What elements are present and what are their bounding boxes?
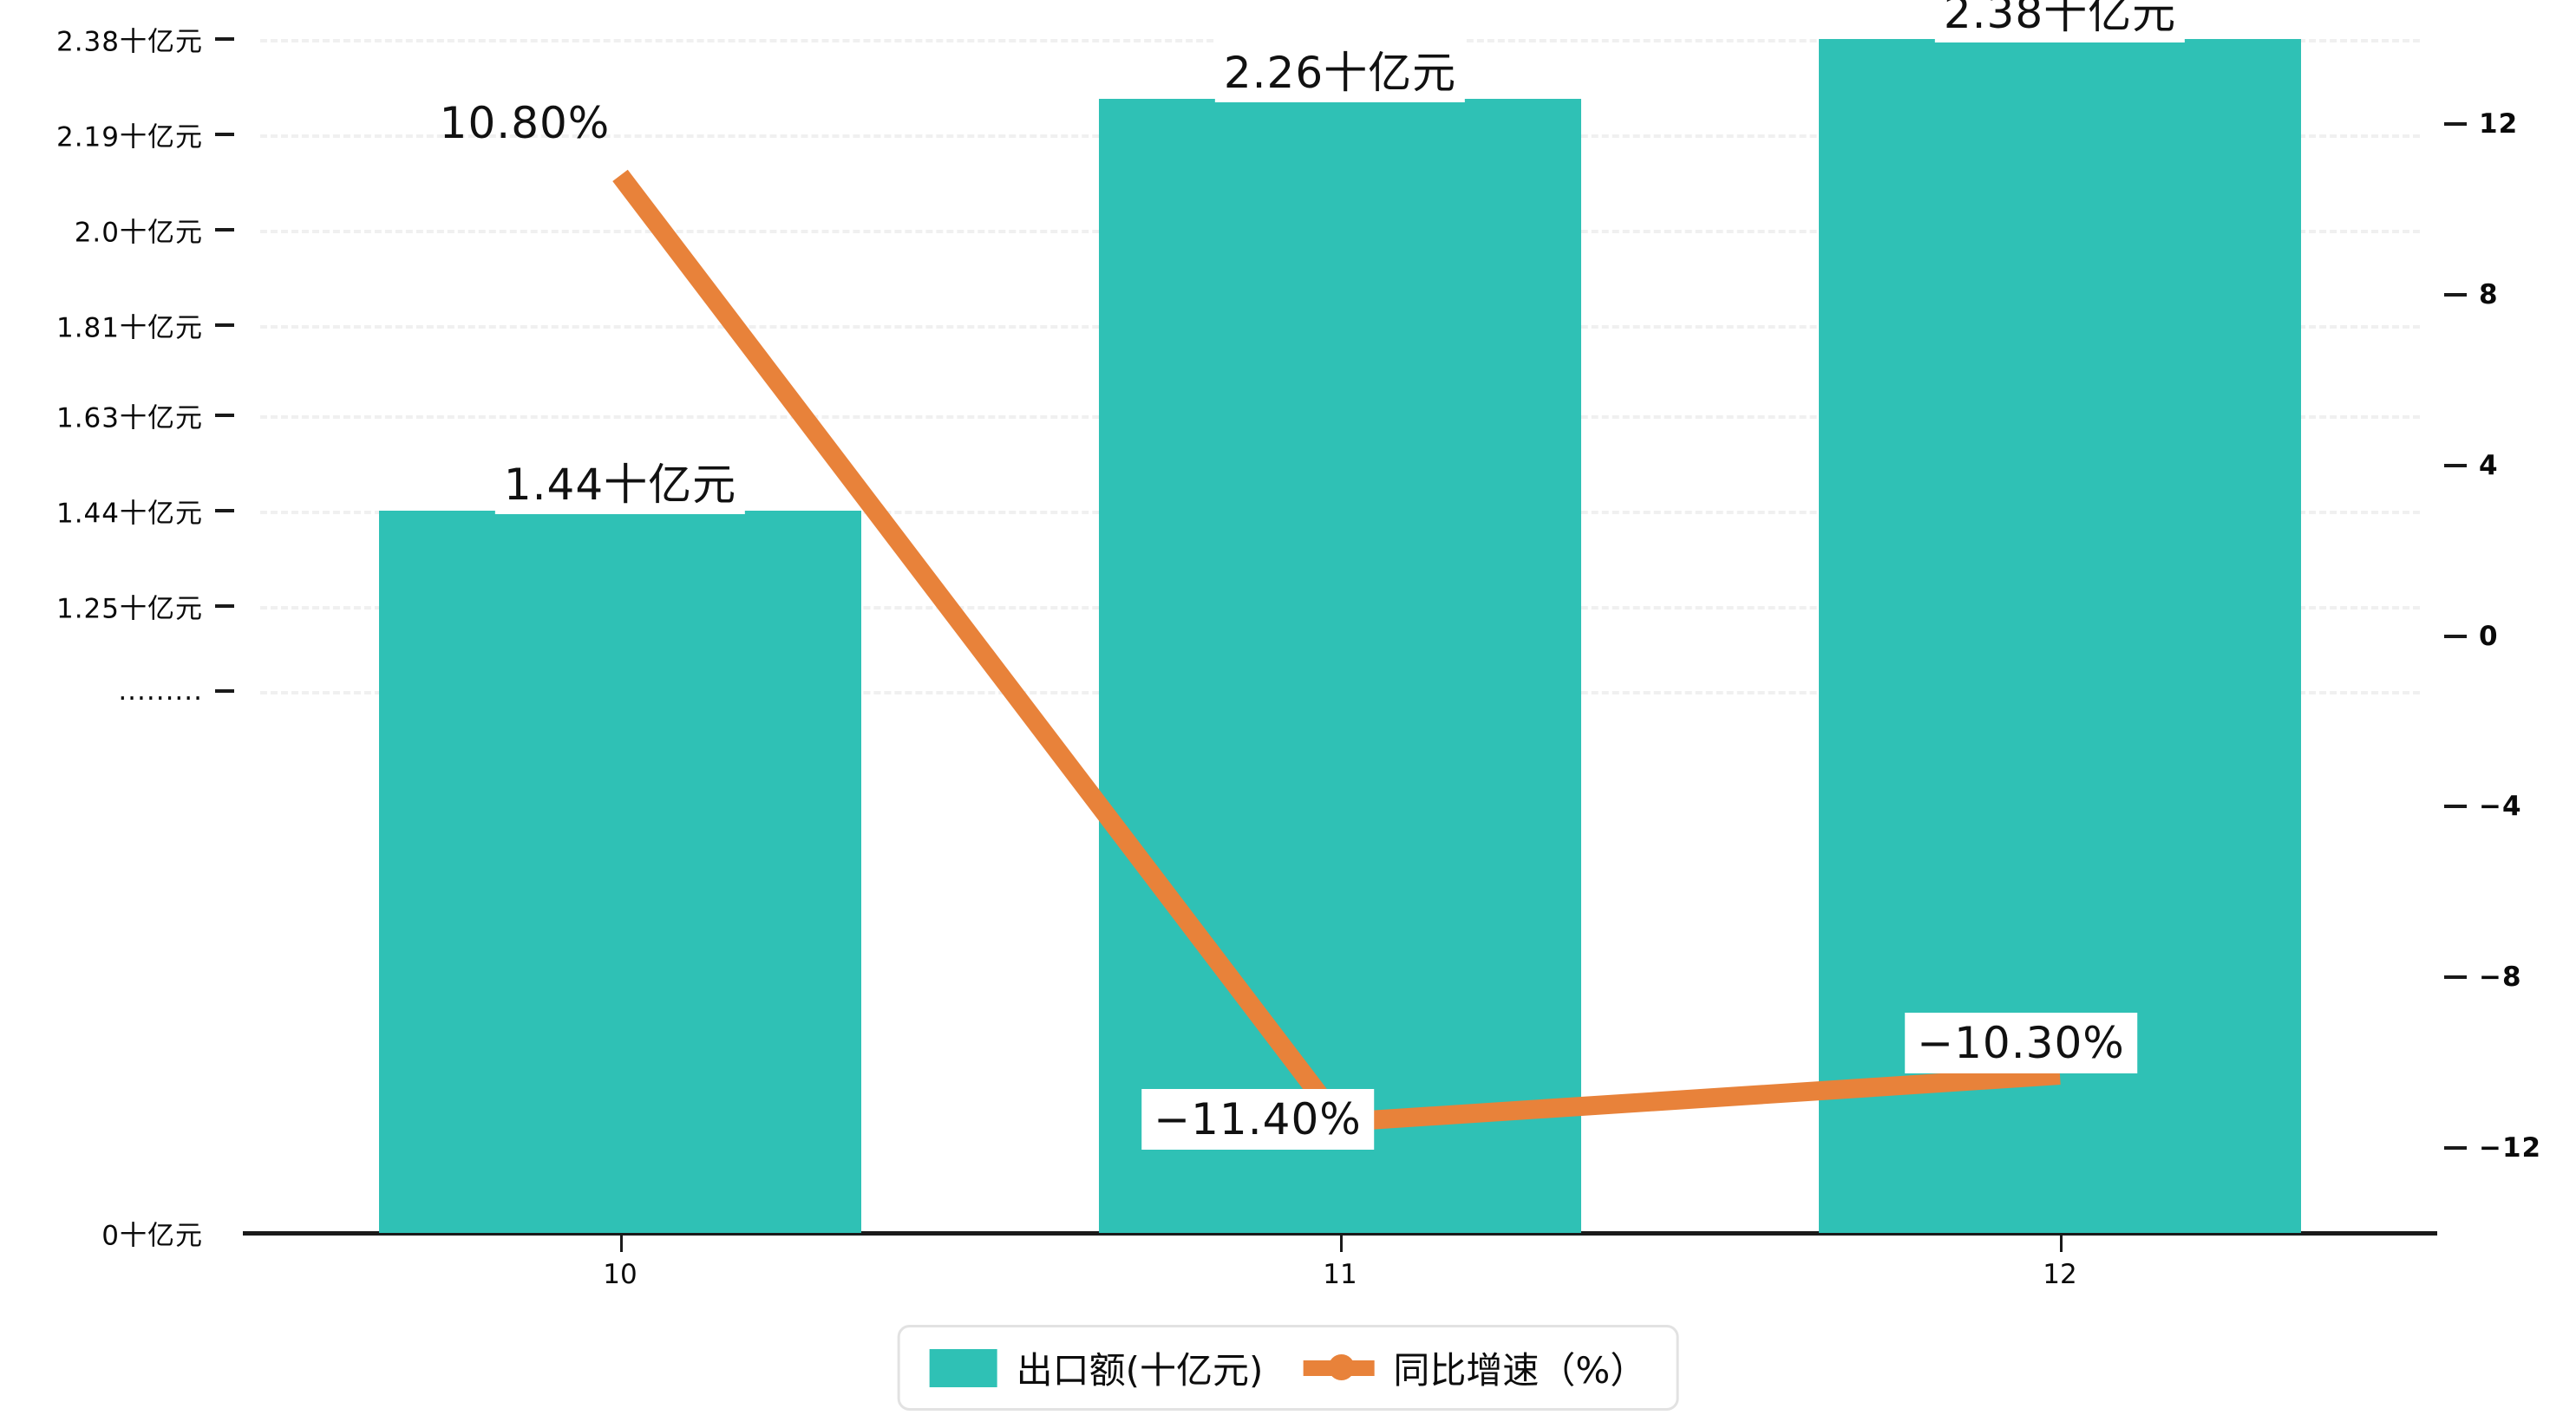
right-axis-tick-mark [2444,1145,2467,1150]
right-axis-tick-label: −4 [2479,791,2522,823]
left-axis-tick-mark [215,689,234,694]
line-value-label: −10.30% [1905,1013,2137,1074]
left-axis-tick-mark [215,323,234,327]
left-axis-tick-mark [215,227,234,231]
right-y-axis: 12 8 4 0 −4 −8 −12 [2429,0,2576,1233]
line-value-label: −11.40% [1141,1089,1374,1151]
legend-bar-swatch-icon [929,1348,997,1387]
bar-value-label: 2.26十亿元 [1214,36,1466,103]
left-y-axis: 0十亿元......... 1.25十亿元 1.44十亿元 1.63十亿元 1.81十亿… [0,0,234,1252]
x-axis-tick-mark [2060,1233,2063,1252]
right-axis-tick-mark [2444,805,2467,809]
legend[interactable]: 出口额(十亿元) 同比增速（%） [897,1325,1679,1411]
right-axis-tick-label: 12 [2479,108,2519,140]
right-axis-tick-mark [2444,634,2467,638]
legend-line-marker-icon [1303,1349,1375,1387]
x-axis-tick-label: 11 [1323,1259,1357,1290]
x-axis-tick-label: 10 [603,1259,637,1290]
left-axis-tick-label: ......... [118,675,203,708]
legend-label-line: 同比增速（%） [1393,1349,1647,1392]
left-axis-tick-label: 1.63十亿元 [56,402,203,434]
left-axis-tick-label: 1.44十亿元 [56,498,203,530]
right-axis-tick-label: 4 [2479,449,2499,481]
left-axis-tick-mark [215,508,234,512]
right-axis-tick-mark [2444,463,2467,467]
right-axis-tick-mark [2444,293,2467,297]
bar[interactable] [379,510,861,1233]
bar[interactable] [1099,99,1581,1233]
right-axis-tick-label: 8 [2479,279,2499,311]
right-axis-tick-mark [2444,122,2467,127]
left-axis-tick-label: 1.25十亿元 [56,593,203,625]
right-axis-tick-label: 0 [2479,620,2499,652]
right-axis-tick-label: −8 [2479,961,2522,993]
left-axis-tick-label: 2.38十亿元 [56,26,203,58]
legend-item-bar[interactable]: 出口额(十亿元) [929,1341,1264,1394]
x-axis-tick-label: 12 [2043,1259,2077,1290]
legend-label-bar: 出口额(十亿元) [1016,1349,1264,1392]
right-axis-tick-label: −12 [2479,1131,2542,1164]
left-axis-tick-mark [215,603,234,608]
left-axis-tick-label: 0十亿元 [101,1220,203,1252]
left-axis-tick-label: 2.0十亿元 [74,217,203,249]
left-axis-tick-label: 2.19十亿元 [56,121,203,153]
x-axis-tick-mark [1340,1233,1343,1252]
bar-value-label: 1.44十亿元 [494,447,746,514]
legend-item-line[interactable]: 同比增速（%） [1303,1341,1646,1394]
line-value-label: 10.80% [439,98,611,149]
left-axis-tick-mark [215,132,234,136]
bar-value-label: 2.38十亿元 [1934,0,2186,42]
left-axis-tick-label: 1.81十亿元 [56,312,203,344]
left-axis-tick-mark [215,37,234,41]
left-axis-tick-mark [215,413,234,417]
x-axis-tick-mark [620,1233,623,1252]
right-axis-tick-mark [2444,975,2467,979]
